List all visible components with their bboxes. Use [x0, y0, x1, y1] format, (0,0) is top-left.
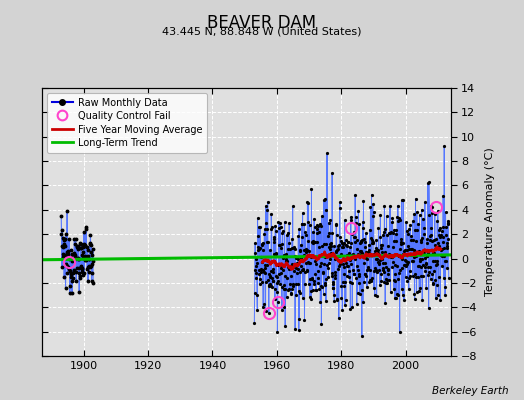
Legend: Raw Monthly Data, Quality Control Fail, Five Year Moving Average, Long-Term Tren: Raw Monthly Data, Quality Control Fail, … [47, 93, 208, 153]
Y-axis label: Temperature Anomaly (°C): Temperature Anomaly (°C) [485, 148, 495, 296]
Text: 43.445 N, 88.848 W (United States): 43.445 N, 88.848 W (United States) [162, 26, 362, 36]
Text: Berkeley Earth: Berkeley Earth [432, 386, 508, 396]
Text: BEAVER DAM: BEAVER DAM [208, 14, 316, 32]
